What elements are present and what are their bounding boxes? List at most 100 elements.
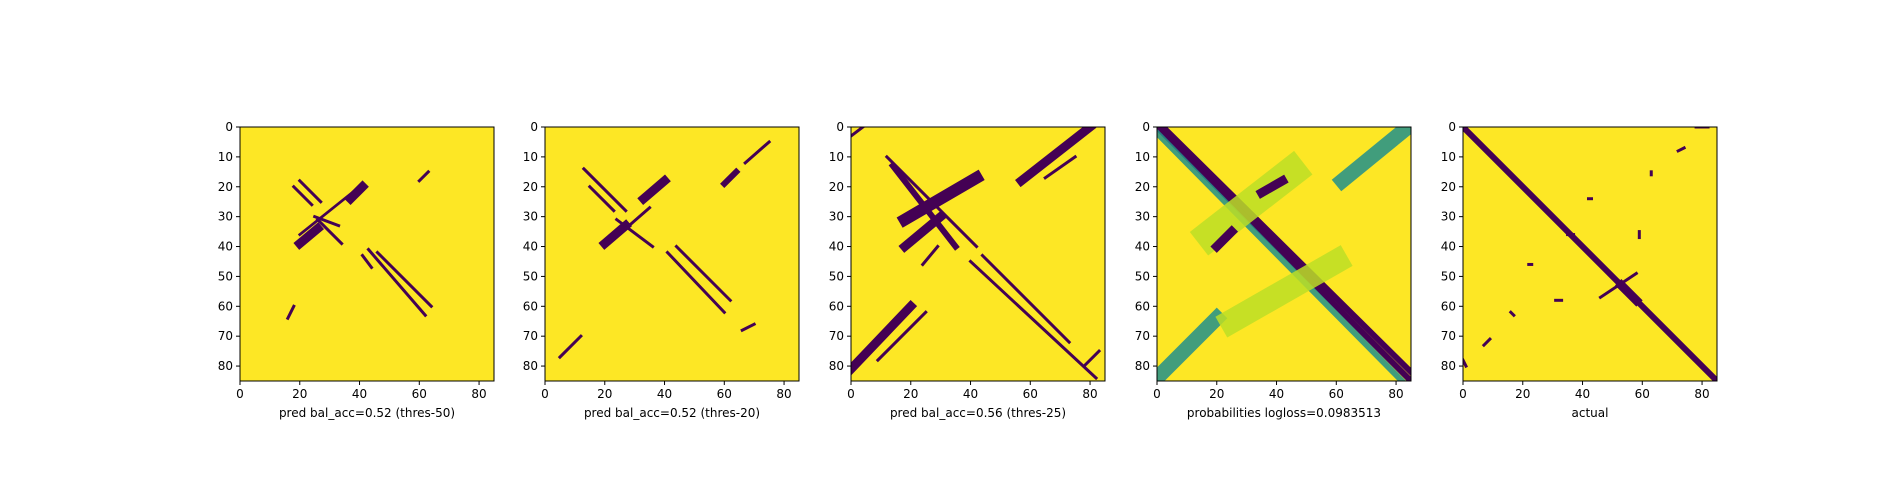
heatmap-band-9 (1015, 127, 1097, 188)
y-tick-label: 0 (1448, 120, 1456, 134)
axes-frame (1156, 126, 1412, 382)
y-tick-label: 50 (218, 269, 233, 283)
y-tick-label: 40 (1135, 240, 1150, 254)
heatmap-band-7 (1481, 337, 1493, 348)
y-tick-label: 10 (1135, 150, 1150, 164)
heatmap-band-8 (875, 310, 928, 363)
heatmap-band-13 (1081, 349, 1102, 369)
heatmap-marks (557, 139, 772, 360)
heatmap-band-3 (896, 169, 985, 228)
y-tick-label: 70 (829, 329, 844, 343)
heatmap-band-12 (285, 304, 296, 321)
heatmap-band-12 (920, 244, 940, 267)
heatmap-band-2 (1615, 279, 1643, 307)
heatmap-background (545, 127, 799, 381)
y-tick-label: 30 (1135, 210, 1150, 224)
heatmap-marks (1463, 127, 1717, 381)
y-tick-label: 70 (1135, 329, 1150, 343)
heatmap-band-8 (366, 247, 428, 318)
heatmap-band-11 (557, 334, 583, 360)
y-tick-label: 20 (1441, 180, 1456, 194)
x-tick-label: 20 (1209, 387, 1224, 401)
x-tick-label: 0 (236, 387, 244, 401)
x-tick-label: 60 (1023, 387, 1038, 401)
heatmap-marks (285, 169, 434, 321)
x-axis-label: probabilities logloss=0.0983513 (1187, 406, 1381, 420)
heatmap-band-7 (1215, 245, 1353, 338)
y-tick-label: 0 (1142, 120, 1150, 134)
x-tick-label: 0 (847, 387, 855, 401)
y-tick-label: 70 (218, 329, 233, 343)
heatmap-band-11 (851, 127, 866, 138)
x-tick-label: 80 (776, 387, 791, 401)
heatmap-band-6 (980, 253, 1072, 345)
heatmap-band-7 (851, 299, 918, 376)
y-tick-label: 20 (1135, 180, 1150, 194)
heatmap-band-13 (1508, 310, 1516, 318)
y-tick-label: 80 (829, 359, 844, 373)
x-tick-label: 40 (657, 387, 672, 401)
heatmap-marks (1157, 127, 1411, 381)
y-tick-label: 30 (218, 210, 233, 224)
y-tick-label: 60 (1441, 299, 1456, 313)
x-tick-label: 20 (1515, 387, 1530, 401)
heatmap-band-2 (297, 178, 323, 204)
y-tick-label: 40 (829, 240, 844, 254)
heatmap-band-9 (1210, 225, 1239, 253)
x-tick-label: 20 (292, 387, 307, 401)
heatmap-band-8 (674, 244, 733, 303)
y-tick-label: 80 (523, 359, 538, 373)
y-tick-label: 40 (218, 240, 233, 254)
x-axis-label: pred bal_acc=0.52 (thres-20) (584, 406, 760, 420)
y-tick-label: 0 (225, 120, 233, 134)
x-tick-label: 80 (1082, 387, 1097, 401)
y-tick-label: 80 (1135, 359, 1150, 373)
axes-frame (239, 126, 495, 382)
y-tick-label: 0 (836, 120, 844, 134)
heatmap-band-10 (743, 139, 772, 165)
heatmap-band-2 (1158, 127, 1411, 377)
heatmap-band-9 (720, 167, 741, 189)
y-tick-label: 20 (829, 180, 844, 194)
y-tick-label: 50 (829, 269, 844, 283)
y-tick-label: 30 (829, 210, 844, 224)
x-tick-label: 80 (471, 387, 486, 401)
heatmap-band-4 (1157, 307, 1228, 381)
heatmap-band-3 (598, 219, 633, 250)
y-tick-label: 50 (523, 269, 538, 283)
heatmap-band-5 (614, 217, 655, 249)
y-tick-label: 10 (1441, 150, 1456, 164)
heatmap-band-10 (360, 253, 374, 270)
x-tick-label: 40 (352, 387, 367, 401)
heatmap-band-7 (293, 222, 325, 250)
heatmap-band-4 (898, 210, 947, 253)
heatmap-band-4 (637, 174, 671, 206)
x-tick-label: 80 (1694, 387, 1709, 401)
y-tick-label: 30 (523, 210, 538, 224)
heatmap-band-1 (1463, 127, 1717, 381)
heatmap-band-8 (1255, 174, 1289, 199)
y-tick-label: 80 (1441, 359, 1456, 373)
heatmap-band-5 (1331, 127, 1411, 192)
x-tick-label: 40 (1575, 387, 1590, 401)
x-axis-label: pred bal_acc=0.56 (thres-25) (890, 406, 1066, 420)
y-tick-label: 60 (1135, 299, 1150, 313)
y-tick-label: 50 (1135, 269, 1150, 283)
y-tick-label: 20 (523, 180, 538, 194)
axes-frame (544, 126, 800, 382)
x-tick-label: 60 (717, 387, 732, 401)
y-tick-label: 0 (530, 120, 538, 134)
heatmap-band-1 (581, 166, 628, 213)
heatmap-band-6 (344, 180, 369, 206)
heatmap-band-4 (315, 217, 344, 246)
y-tick-label: 30 (1441, 210, 1456, 224)
heatmap-background (240, 127, 494, 381)
heatmap-marks (851, 127, 1102, 381)
y-tick-label: 10 (829, 150, 844, 164)
x-tick-label: 0 (1459, 387, 1467, 401)
x-axis-label: actual (1572, 406, 1609, 420)
